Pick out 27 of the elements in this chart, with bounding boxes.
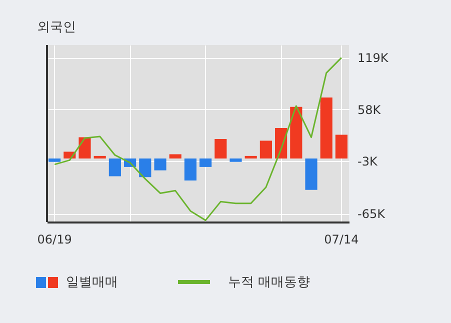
bar [139, 158, 152, 178]
line-series [54, 56, 342, 222]
bar [320, 98, 332, 158]
x-tick-label: 07/14 [324, 232, 359, 246]
y-tick-label: -3K [358, 154, 378, 169]
bar [108, 158, 121, 176]
bar [48, 158, 61, 162]
bar [184, 158, 196, 180]
bar [244, 156, 257, 158]
legend-label: 누적 매매동향 [228, 274, 310, 291]
bar [260, 140, 272, 158]
bar [94, 156, 106, 158]
y-tick-label: 119K [358, 51, 390, 66]
bar [214, 139, 227, 158]
y-tick-label: 58K [358, 102, 382, 117]
y-tick-label: -65K [358, 207, 386, 222]
bar [290, 106, 302, 158]
bar [200, 158, 212, 167]
x-tick-label: 06/19 [37, 232, 72, 246]
bar [169, 154, 182, 158]
bar [305, 158, 318, 190]
bar [230, 158, 242, 162]
bar [78, 137, 91, 158]
bar [335, 134, 348, 158]
legend-label: 일별매매 [66, 274, 118, 291]
bar [154, 158, 166, 170]
chart-title: 외국인 [36, 20, 76, 35]
